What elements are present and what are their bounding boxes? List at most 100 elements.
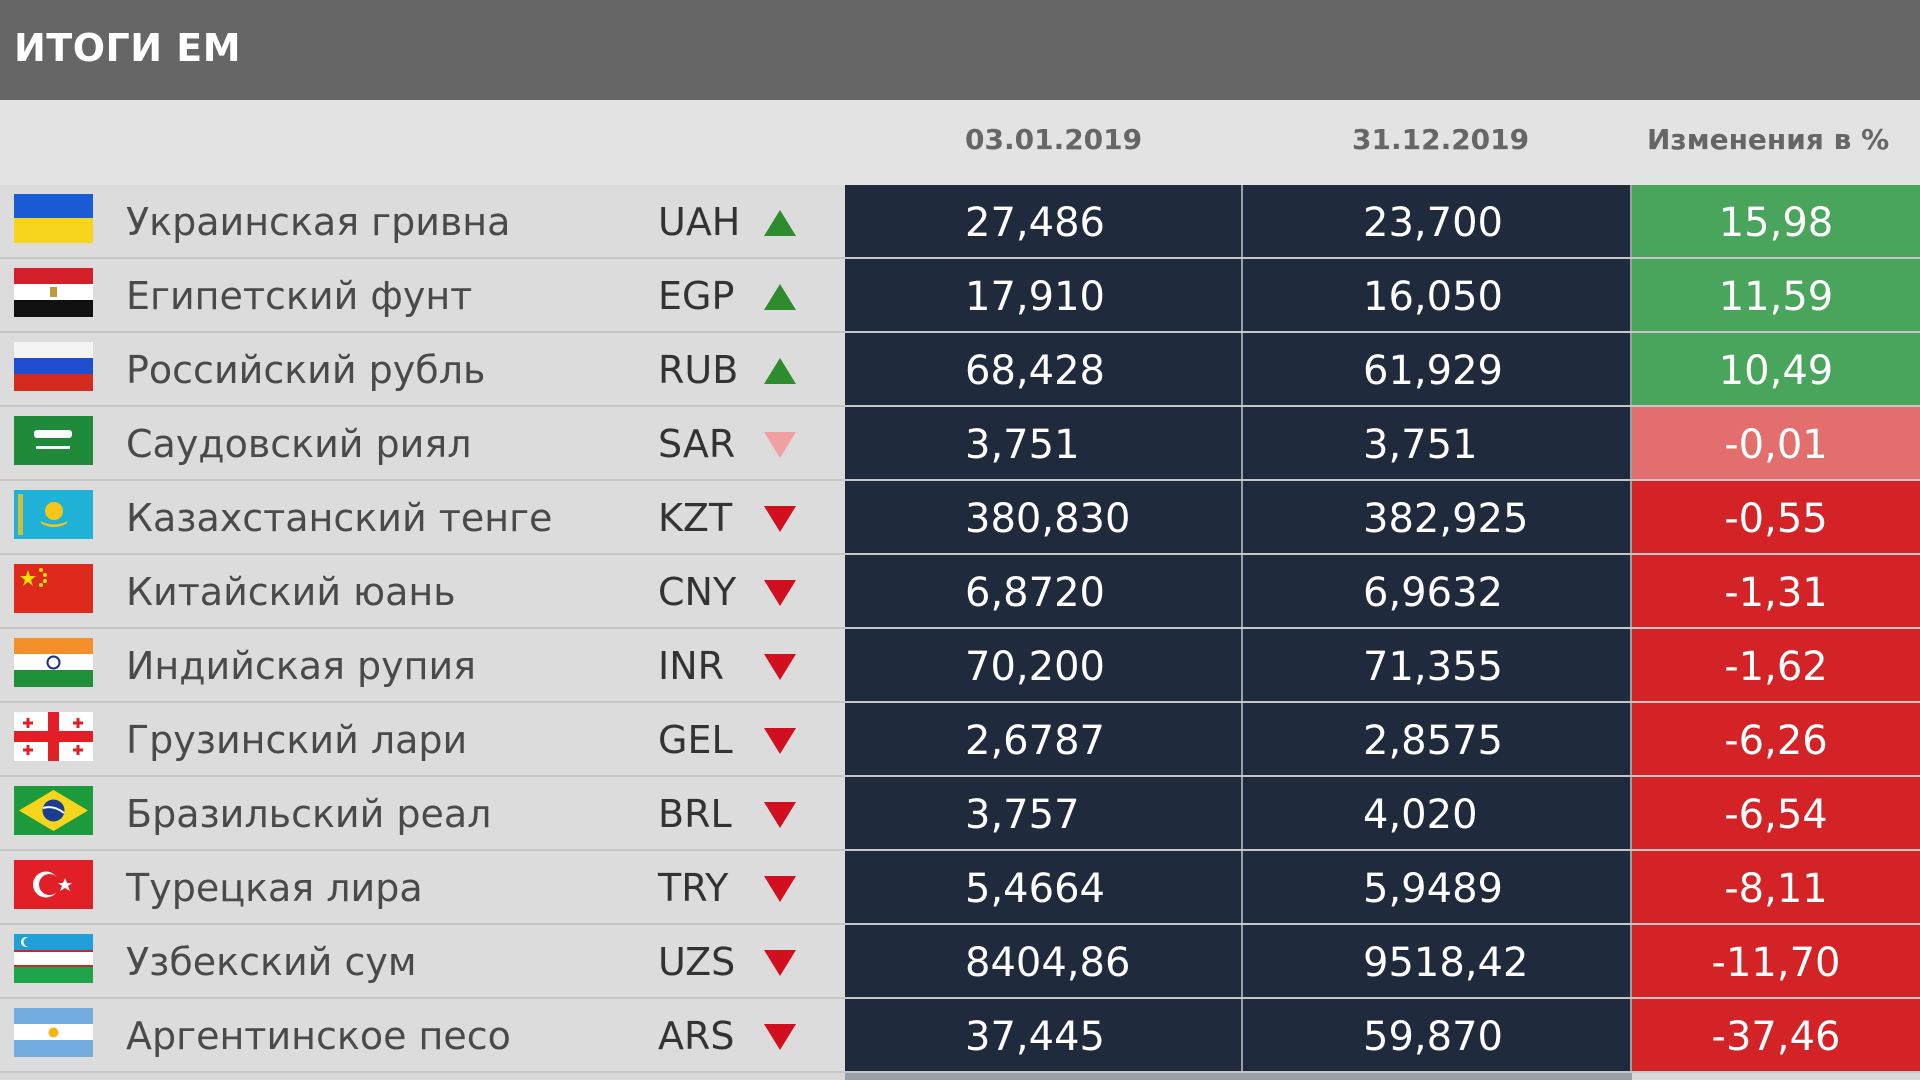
end-value-cell: 382,925 [1243,481,1630,553]
currency-code: RUB [658,348,739,392]
start-value: 8404,86 [965,940,1131,986]
currency-code: INR [658,644,725,688]
arrow-down-icon [763,653,797,681]
end-value: 16,050 [1363,274,1503,320]
end-value-cell: 3,751 [1243,407,1630,479]
start-value: 6,8720 [965,570,1105,616]
change-value: -6,54 [1724,792,1828,838]
start-value-cell: 8404,86 [845,925,1241,997]
title-bar: ИТОГИ ЕМ [0,0,1920,100]
table-row: Казахстанский тенге KZT 380,830 382,925 -0,5… [0,481,1920,555]
georgia-flag-icon [14,712,93,761]
end-value: 2,8575 [1363,718,1503,764]
end-value-cell: 5,9489 [1243,851,1630,923]
table-row: Индийская рупия INR 70,200 71,355 -1,62 [0,629,1920,703]
arrow-down-icon [763,505,797,533]
change-cell: -11,70 [1632,925,1920,997]
change-cell: -37,46 [1632,999,1920,1071]
row-label-area [0,333,845,405]
end-value: 61,929 [1363,348,1503,394]
start-value-cell: 3,751 [845,407,1241,479]
kazakhstan-flag-icon [14,490,93,539]
change-value: 15,98 [1718,200,1834,246]
arrow-up-icon [763,209,797,237]
table-row: Саудовский риял SAR 3,751 3,751 -0,01 [0,407,1920,481]
brazil-flag-icon [14,786,93,835]
end-value: 23,700 [1363,200,1503,246]
arrow-up-icon [763,357,797,385]
row-label-area [0,629,845,701]
currency-name: Египетский фунт [126,274,473,318]
arrow-down-icon [763,801,797,829]
end-value-cell: 59,870 [1243,999,1630,1071]
start-value-cell: 5,4664 [845,851,1241,923]
table-row: Узбекский сум UZS 8404,86 9518,42 -11,70 [0,925,1920,999]
currency-name: Украинская гривна [126,200,511,244]
start-value: 68,428 [965,348,1105,394]
row-label-area [0,851,845,923]
change-cell: -6,54 [1632,777,1920,849]
table-row: Российский рубль RUB 68,428 61,929 10,49 [0,333,1920,407]
argentina-flag-icon [14,1008,93,1057]
change-cell: 15,98 [1632,185,1920,257]
start-value-cell: 3,757 [845,777,1241,849]
currency-name: Саудовский риял [126,422,472,466]
end-value: 59,870 [1363,1014,1503,1060]
end-value: 6,9632 [1363,570,1503,616]
china-flag-icon [14,564,93,613]
end-value-cell: 2,8575 [1243,703,1630,775]
end-value-cell: 4,020 [1243,777,1630,849]
change-value: -1,31 [1724,570,1828,616]
currency-name: Российский рубль [126,348,486,392]
end-value: 71,355 [1363,644,1503,690]
row-label-area [0,555,845,627]
page-title: ИТОГИ ЕМ [14,26,242,70]
end-value: 3,751 [1363,422,1478,468]
start-value-cell: 2,6787 [845,703,1241,775]
end-value-cell: 61,929 [1243,333,1630,405]
table-header: 03.01.2019 31.12.2019 Изменения в % [0,100,1920,185]
currency-code: SAR [658,422,736,466]
currency-name: Турецкая лира [126,866,423,910]
start-value: 5,4664 [965,866,1105,912]
start-value-cell: 380,830 [845,481,1241,553]
row-label-area [0,259,845,331]
start-value-cell: 17,910 [845,259,1241,331]
change-value: -6,26 [1724,718,1828,764]
end-value-cell: 6,9632 [1243,555,1630,627]
end-value-cell: 71,355 [1243,629,1630,701]
currency-name: Казахстанский тенге [126,496,553,540]
india-flag-icon [14,638,93,687]
currency-name: Грузинский лари [126,718,468,762]
end-value: 5,9489 [1363,866,1503,912]
change-value: 10,49 [1718,348,1834,394]
currency-table: Украинская гривна UAH 27,486 23,700 15,98 Еги… [0,185,1920,1080]
ukraine-flag-icon [14,194,93,243]
currency-name: Индийская рупия [126,644,477,688]
arrow-up-icon [763,283,797,311]
end-value: 382,925 [1363,496,1529,542]
start-value: 70,200 [965,644,1105,690]
change-value: -1,62 [1724,644,1828,690]
change-value: -0,01 [1724,422,1828,468]
change-value: 11,59 [1718,274,1834,320]
end-value: 9518,42 [1363,940,1529,986]
russia-flag-icon [14,342,93,391]
egypt-flag-icon [14,268,93,317]
uzbekistan-flag-icon [14,934,93,983]
arrow-down-icon [763,1023,797,1051]
table-row: Украинская гривна UAH 27,486 23,700 15,98 [0,185,1920,259]
currency-code: KZT [658,496,733,540]
table-row: Аргентинское песо ARS 37,445 59,870 -37,46 [0,999,1920,1073]
saudi-arabia-flag-icon [14,416,93,465]
currency-name: Бразильский реал [126,792,492,836]
row-label-area [0,925,845,997]
column-header-start-date: 03.01.2019 [965,123,1143,156]
currency-code: TRY [658,866,729,910]
table-row: Турецкая лира TRY 5,4664 5,9489 -8,11 [0,851,1920,925]
start-value: 380,830 [965,496,1131,542]
row-label-area [0,999,845,1071]
start-value: 3,757 [965,792,1080,838]
table-row: Бразильский реал BRL 3,757 4,020 -6,54 [0,777,1920,851]
start-value: 3,751 [965,422,1080,468]
